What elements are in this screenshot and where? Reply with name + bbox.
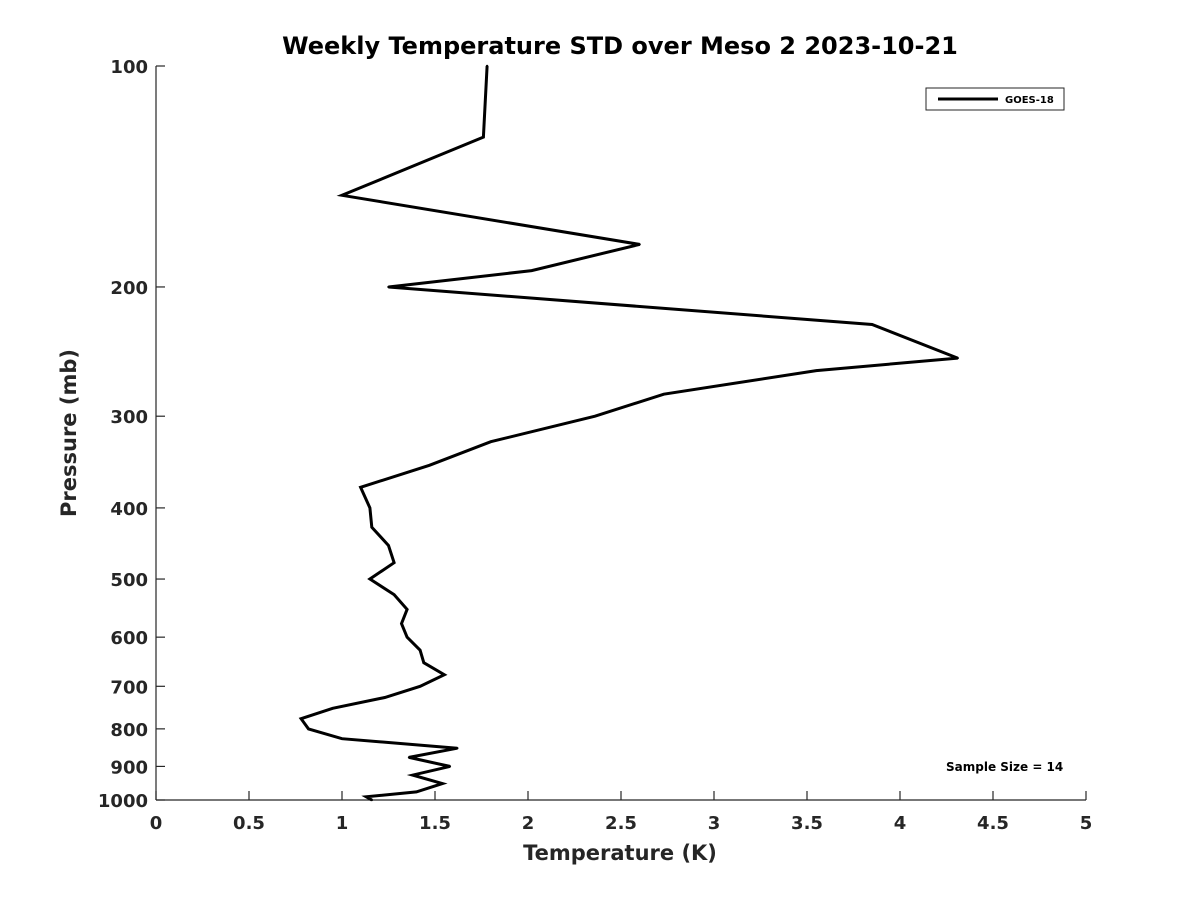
data-point — [387, 544, 390, 547]
data-point — [418, 685, 422, 688]
legend: GOES-18 — [925, 87, 1065, 111]
y-tick-label: 800 — [110, 720, 148, 741]
data-point — [368, 577, 372, 581]
series-line-goes-18 — [298, 65, 959, 802]
data-point — [359, 486, 362, 489]
y-tick-label: 600 — [110, 628, 148, 649]
y-tick-label: 100 — [110, 57, 148, 78]
x-axis-label: Temperature (K) — [523, 841, 717, 865]
data-point — [387, 285, 390, 289]
plot-area — [155, 66, 1086, 801]
y-tick-label: 400 — [110, 499, 148, 520]
data-point — [485, 64, 489, 68]
x-tick-label: 0 — [150, 813, 163, 834]
data-point — [482, 135, 485, 139]
data-point — [368, 506, 372, 510]
x-tick-label: 2 — [522, 813, 535, 834]
data-point — [428, 464, 431, 467]
data-point — [407, 756, 411, 759]
data-point — [456, 747, 459, 750]
sample-size-annotation: Sample Size = 14 — [946, 760, 1063, 774]
x-tick-label: 3.5 — [791, 813, 823, 834]
data-point — [441, 782, 444, 785]
y-tick-label: 1000 — [98, 791, 148, 812]
data-point — [400, 622, 403, 625]
data-point — [299, 717, 303, 720]
x-tick-label: 5 — [1080, 813, 1093, 834]
data-point — [815, 369, 818, 372]
data-point — [405, 608, 409, 611]
x-tick-label: 3 — [708, 813, 721, 834]
y-axis-label: Pressure (mb) — [57, 349, 81, 517]
data-point — [418, 649, 422, 652]
data-point — [411, 773, 414, 777]
y-tick-label: 900 — [110, 757, 148, 778]
data-point — [422, 661, 425, 664]
x-tick-label: 2.5 — [605, 813, 637, 834]
y-axis-ticks: 100 200 300 400 500 600 700 800 900 1000 — [98, 57, 165, 812]
data-point — [340, 194, 344, 197]
x-tick-label: 4 — [894, 813, 907, 834]
data-point — [443, 673, 446, 676]
data-point — [530, 269, 533, 272]
data-point — [956, 356, 959, 360]
y-tick-label: 300 — [110, 407, 148, 428]
x-tick-label: 4.5 — [977, 813, 1009, 834]
data-point — [638, 243, 641, 246]
series-points — [299, 64, 959, 802]
data-point — [392, 593, 396, 596]
chart-title: Weekly Temperature STD over Meso 2 2023-… — [282, 32, 958, 60]
data-point — [489, 440, 492, 443]
data-point — [662, 393, 665, 396]
data-point — [370, 526, 373, 529]
legend-label-goes-18: GOES-18 — [1005, 95, 1054, 106]
data-point — [340, 737, 344, 740]
data-point — [870, 323, 874, 326]
y-tick-label: 700 — [110, 677, 148, 698]
data-point — [307, 727, 310, 731]
x-tick-label: 1 — [336, 813, 349, 834]
data-point — [405, 636, 409, 639]
x-tick-label: 0.5 — [233, 813, 265, 834]
data-point — [331, 707, 334, 710]
data-point — [370, 798, 373, 802]
data-point — [383, 696, 386, 699]
x-axis-ticks: 0 0.5 1 1.5 2 2.5 3 3.5 4 4.5 5 — [150, 791, 1093, 834]
y-tick-label: 200 — [110, 278, 148, 299]
data-point — [392, 561, 396, 564]
y-tick-label: 500 — [110, 570, 148, 591]
x-tick-label: 1.5 — [419, 813, 451, 834]
data-point — [448, 765, 452, 768]
data-point — [365, 795, 368, 798]
data-point — [593, 415, 597, 418]
data-point — [415, 790, 418, 794]
